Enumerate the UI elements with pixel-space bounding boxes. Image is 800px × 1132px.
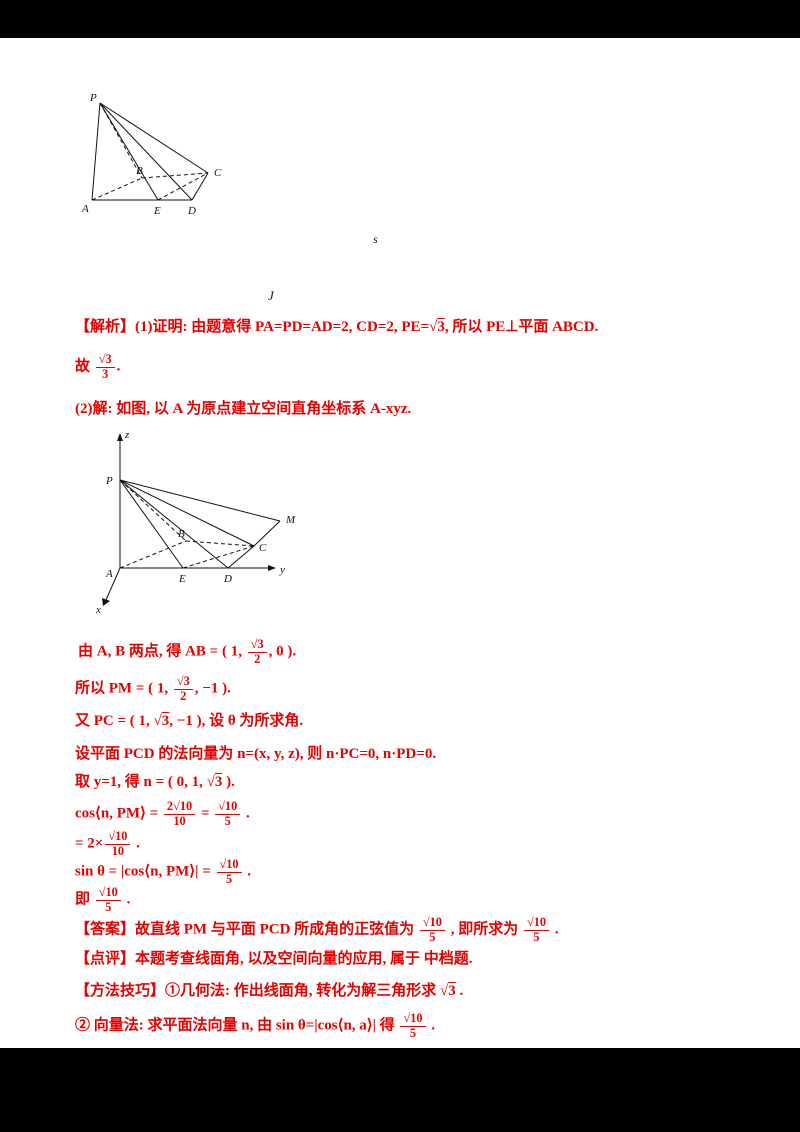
fig2-label-P: P	[105, 475, 113, 487]
fig2-label-D: D	[223, 573, 232, 585]
solution-line-1: 【解析】(1)证明: 由题意得 PA=PD=AD=2, CD=2, PE=√3,…	[75, 319, 599, 335]
figure2-axes	[102, 433, 276, 606]
fig1-label-A: A	[81, 203, 89, 215]
document-paper: P A E D B C	[0, 38, 800, 1048]
fig2-label-x: x	[95, 604, 101, 615]
fig2-label-C: C	[259, 542, 267, 554]
fig1-label-P: P	[89, 92, 97, 104]
fig2-label-E: E	[178, 573, 186, 585]
solution-line-5: 所以 PM = ( 1, √3 2, −1 ).	[75, 674, 231, 703]
fig1-label-C: C	[214, 167, 222, 179]
solution-line-15: 【方法技巧】①几何法: 作出线面角, 转化为解三角形求 √3 .	[75, 983, 464, 999]
figure1-edges	[91, 102, 209, 201]
solution-line-7: 设平面 PCD 的法向量为 n=(x, y, z), 则 n·PC=0, n·P…	[75, 746, 437, 762]
fig2-label-z: z	[124, 429, 130, 441]
figure-coordinate-system: z y x P M A B C E D	[95, 429, 296, 615]
solution-line-14: 【点评】本题考查线面角, 以及空间向量的应用, 属于 中档题.	[75, 951, 473, 967]
stray-glyph-2: J	[268, 288, 274, 303]
solution-line-3: (2)解: 如图, 以 A 为原点建立空间直角坐标系 A-xyz.	[75, 401, 412, 417]
fig1-label-E: E	[153, 205, 161, 217]
solution-line-6: 又 PC = ( 1, √3, −1 ), 设 θ 为所求角.	[75, 713, 304, 729]
solution-line-12: 即 √10 5 .	[75, 885, 131, 914]
fig1-label-D: D	[187, 205, 196, 217]
solution-line-11: sin θ = |cos⟨n, PM⟩| = √10 5 .	[75, 857, 252, 886]
fig2-label-A: A	[105, 568, 113, 580]
figure2-edges	[119, 479, 281, 569]
fig2-label-M: M	[285, 514, 296, 526]
solution-line-8: 取 y=1, 得 n = ( 0, 1, √3 ).	[75, 774, 235, 790]
solution-line-2: 故 √3 3.	[75, 352, 121, 381]
solution-line-4: 由 A, B 两点, 得 AB = ( 1, √3 2, 0 ).	[78, 637, 297, 666]
solution-line-16: ② 向量法: 求平面法向量 n, 由 sin θ=|cos⟨n, a⟩| 得 √…	[75, 1011, 436, 1040]
solution-line-9: cos⟨n, PM⟩ = 2√10 10 = √10 5 .	[75, 799, 250, 828]
stray-glyph-1: s	[373, 232, 378, 246]
fig2-label-y: y	[279, 564, 285, 576]
figure-pyramid-1: P A E D B C	[81, 92, 222, 217]
fig1-label-B: B	[136, 165, 143, 177]
solution-line-13: 【答案】故直线 PM 与平面 PCD 所成角的正弦值为 √10 5 , 即所求为 …	[75, 915, 559, 944]
solution-line-10: = 2× √10 10 .	[75, 829, 140, 858]
fig2-label-B: B	[178, 528, 185, 540]
